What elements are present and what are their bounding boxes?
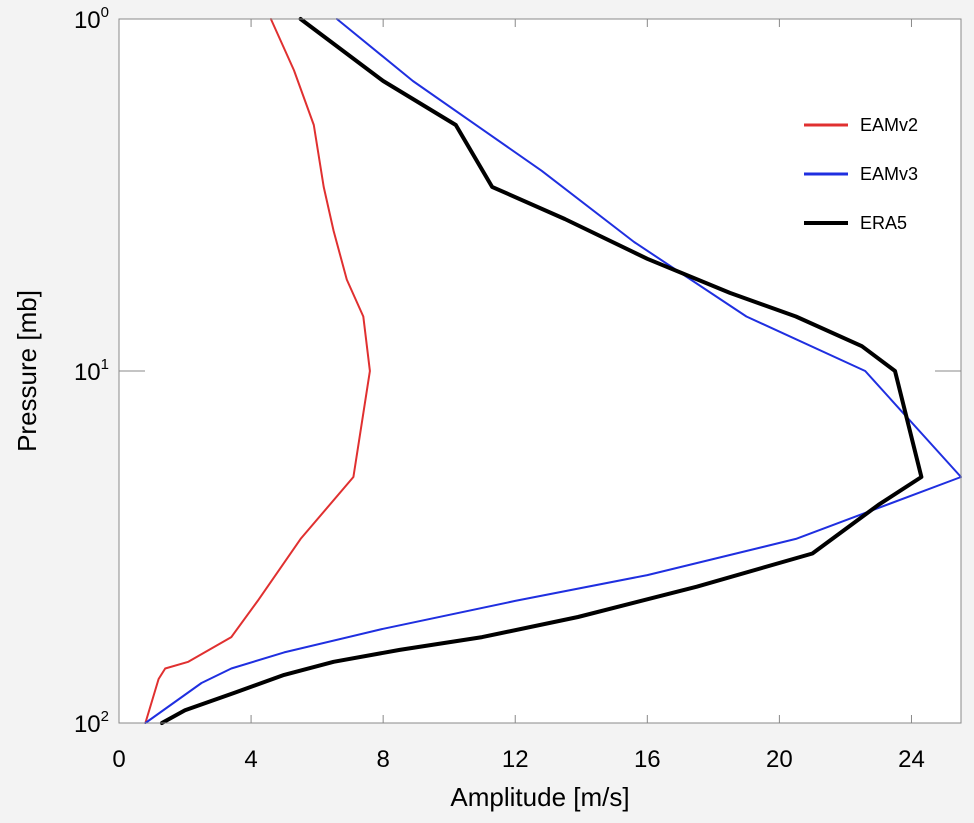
legend-label-era5: ERA5 (860, 213, 907, 233)
series-line-eamv2 (144, 18, 371, 724)
legend-label-eamv2: EAMv2 (860, 115, 918, 135)
series-line-eamv3 (144, 18, 962, 724)
x-axis-label: Amplitude [m/s] (450, 782, 629, 812)
y-tick-label: 102 (74, 708, 109, 738)
x-tick-label: 0 (112, 746, 125, 773)
y-tick-label: 100 (74, 4, 109, 34)
y-tick-label: 101 (74, 356, 109, 386)
x-tick-label: 24 (898, 746, 925, 773)
y-axis: 100 101 102 (74, 4, 961, 738)
x-axis: 0 4 8 12 16 20 24 (112, 19, 925, 773)
x-tick-label: 20 (766, 746, 793, 773)
series-line-era5 (159, 17, 924, 725)
x-tick-label: 8 (376, 746, 389, 773)
x-tick-label: 12 (502, 746, 529, 773)
y-axis-label: Pressure [mb] (12, 290, 42, 452)
series-layer (144, 17, 962, 725)
x-tick-label: 16 (634, 746, 661, 773)
legend-label-eamv3: EAMv3 (860, 164, 918, 184)
legend: EAMv2 EAMv3 ERA5 (804, 115, 918, 233)
x-tick-label: 4 (244, 746, 257, 773)
plot-area (119, 19, 961, 723)
